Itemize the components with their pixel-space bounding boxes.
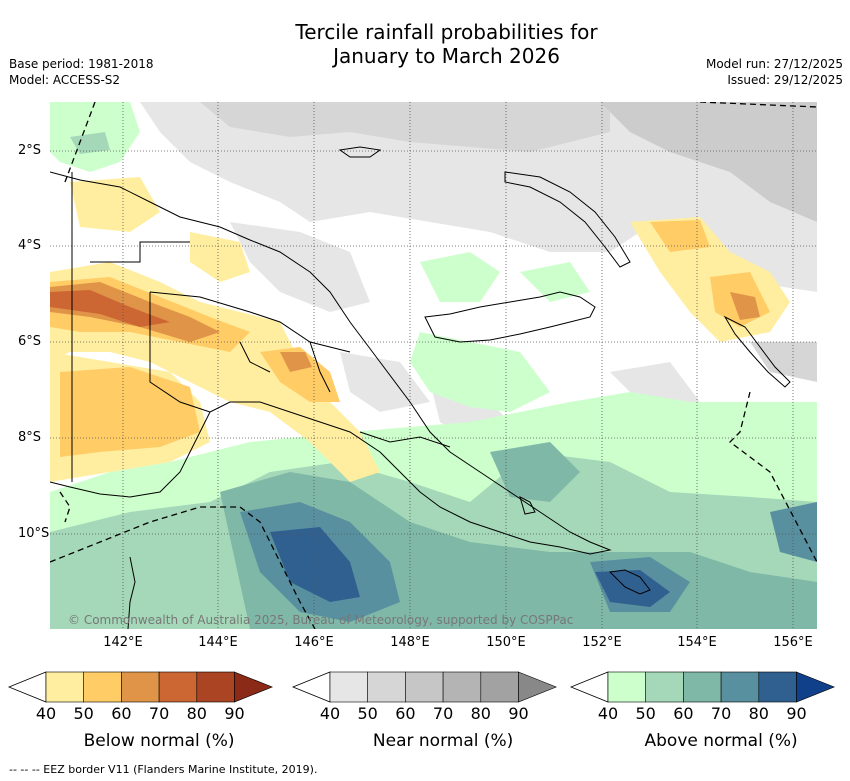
colorbar-tick-label: 50 [357,704,378,723]
colorbar-segment [45,671,85,703]
longitude-tick-label: 148°E [390,635,430,650]
colorbar-title: Near normal (%) [372,731,514,751]
colorbar-segment [121,671,160,703]
map-title: Tercile rainfall probabilities for Janua… [0,20,850,68]
colorbar-segment [480,671,519,703]
colorbar-segment [405,671,444,703]
colorbar-extend-low [569,671,609,703]
title-line-1: Tercile rainfall probabilities for [295,20,598,44]
colorbar-tick-label: 80 [470,704,491,723]
colorbar-tick-label: 60 [111,704,132,723]
coastlines [50,146,791,629]
longitude-tick-label: 156°E [773,635,813,650]
longitude-tick-label: 144°E [198,635,238,650]
colorbar-tick-label: 70 [432,704,454,723]
title-line-2: January to March 2026 [333,44,560,68]
colorbar-title: Above normal (%) [644,731,798,751]
longitude-tick-label: 146°E [294,635,334,650]
colorbar-segment [196,671,235,703]
colorbar-tick-label: 90 [224,704,245,723]
base-period-label: Base period: 1981-2018 [9,57,154,71]
colorbar-segment [83,671,122,703]
colorbar-extend-low [291,671,331,703]
latitude-tick-label: 8°S [18,430,42,445]
eez-borders [50,102,817,629]
colorbar-tick-label: 80 [748,704,769,723]
colorbar-tick-label: 90 [786,704,807,723]
colorbar-title: Below normal (%) [83,731,235,751]
colorbar-tick-label: 40 [319,704,341,723]
colorbar-segment [683,671,722,703]
latitude-tick-label: 10°S [18,526,50,541]
colorbar-segment [720,671,760,703]
colorbar-extend-high [796,671,836,703]
near-normal-regions [140,102,817,482]
model-label: Model: ACCESS-S2 [9,73,121,87]
colorbar-tick-label: 50 [635,704,656,723]
latitude-tick-label: 6°S [18,334,42,349]
colorbar-tick-label: 40 [35,704,57,723]
colorbar-segment [158,671,198,703]
colorbar-segment [645,671,684,703]
colorbar-segment [758,671,797,703]
below-normal-regions [50,177,790,482]
latitude-tick-label: 4°S [18,238,42,253]
longitude-tick-label: 142°E [103,635,143,650]
longitude-tick-label: 150°E [486,635,526,650]
colorbar-tick-label: 80 [186,704,207,723]
colorbars [7,671,836,703]
longitude-tick-label: 152°E [582,635,622,650]
longitude-tick-label: 154°E [677,635,717,650]
colorbar-tick-label: 50 [73,704,94,723]
latitude-tick-label: 2°S [18,143,42,158]
colorbar-tick-label: 90 [508,704,529,723]
colorbar-tick-label: 40 [597,704,619,723]
issued-label: Issued: 29/12/2025 [727,73,843,87]
colorbar-tick-label: 70 [710,704,732,723]
map-canvas: © Commonwealth of Australia 2025, Bureau… [50,102,817,629]
colorbar-extend-high [518,671,558,703]
colorbar-extend-high [234,671,274,703]
colorbar-segment [442,671,482,703]
meta-left: Base period: 1981-2018 Model: ACCESS-S2 [9,56,154,88]
meta-right: Model run: 27/12/2025 Issued: 29/12/2025 [706,56,843,88]
colorbar-tick-label: 70 [148,704,170,723]
colorbar-extend-low [7,671,47,703]
probability-map: © Commonwealth of Australia 2025, Bureau… [50,102,817,629]
model-run-label: Model run: 27/12/2025 [705,57,843,71]
eez-footnote: -- -- -- EEZ border V11 (Flanders Marine… [9,763,318,776]
colorbar-segment [367,671,406,703]
colorbar-segment [329,671,369,703]
copyright-text: © Commonwealth of Australia 2025, Bureau… [68,613,573,627]
colorbar-tick-label: 60 [395,704,416,723]
graticule [50,102,817,629]
colorbar-tick-label: 60 [673,704,694,723]
colorbar-segment [607,671,647,703]
